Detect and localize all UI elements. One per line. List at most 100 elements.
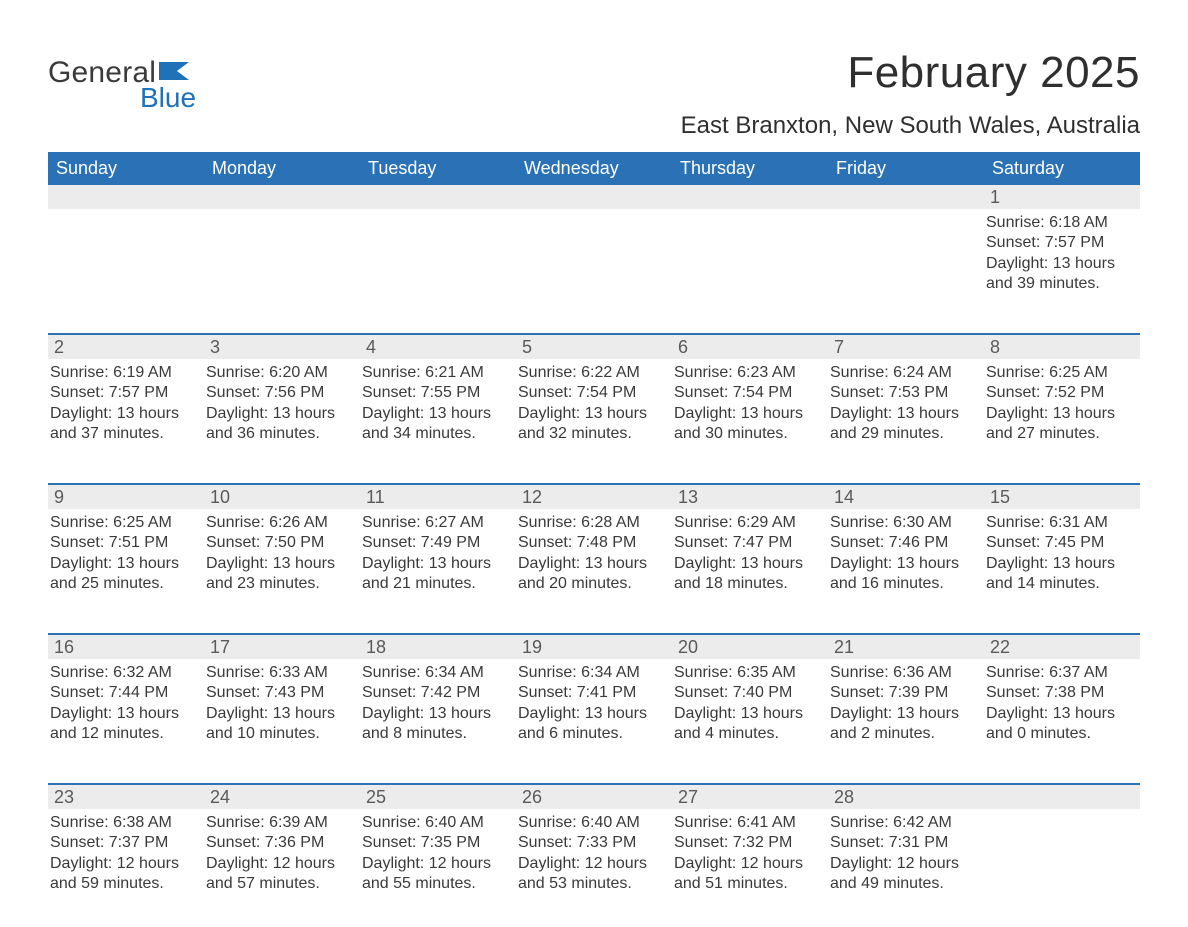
- sunrise-line: Sunrise: 6:19 AM: [50, 363, 194, 383]
- sunrise-line: Sunrise: 6:34 AM: [518, 663, 662, 683]
- sunrise-line: Sunrise: 6:24 AM: [830, 363, 974, 383]
- day-info: Sunrise: 6:25 AMSunset: 7:51 PMDaylight:…: [48, 509, 200, 595]
- calendar: SundayMondayTuesdayWednesdayThursdayFrid…: [48, 152, 1140, 927]
- daylight-line-1: Daylight: 12 hours: [674, 854, 818, 874]
- sunset-line: Sunset: 7:48 PM: [518, 533, 662, 553]
- daylight-line-2: and 59 minutes.: [50, 874, 194, 894]
- sunset-line: Sunset: 7:54 PM: [674, 383, 818, 403]
- day-number: 2: [48, 337, 204, 358]
- daylight-line-2: and 34 minutes.: [362, 424, 506, 444]
- day-number: 22: [984, 637, 1140, 658]
- day-number: 14: [828, 487, 984, 508]
- daylight-line-1: Daylight: 13 hours: [830, 554, 974, 574]
- daylight-line-2: and 27 minutes.: [986, 424, 1130, 444]
- sunset-line: Sunset: 7:44 PM: [50, 683, 194, 703]
- sunset-line: Sunset: 7:46 PM: [830, 533, 974, 553]
- day-number: 23: [48, 787, 204, 808]
- day-number: 21: [828, 637, 984, 658]
- day-number: 7: [828, 337, 984, 358]
- day-number: 13: [672, 487, 828, 508]
- sunset-line: Sunset: 7:55 PM: [362, 383, 506, 403]
- calendar-cell: Sunrise: 6:38 AMSunset: 7:37 PMDaylight:…: [48, 809, 204, 927]
- daylight-line-1: Daylight: 13 hours: [830, 404, 974, 424]
- sunset-line: Sunset: 7:57 PM: [986, 233, 1130, 253]
- weeks-container: 1Sunrise: 6:18 AMSunset: 7:57 PMDaylight…: [48, 185, 1140, 927]
- daylight-line-2: and 20 minutes.: [518, 574, 662, 594]
- sunrise-line: Sunrise: 6:26 AM: [206, 513, 350, 533]
- day-info: Sunrise: 6:36 AMSunset: 7:39 PMDaylight:…: [828, 659, 980, 745]
- calendar-cell: [516, 209, 672, 327]
- calendar-cell: Sunrise: 6:28 AMSunset: 7:48 PMDaylight:…: [516, 509, 672, 627]
- daylight-line-1: Daylight: 13 hours: [206, 404, 350, 424]
- daylight-line-2: and 10 minutes.: [206, 724, 350, 744]
- calendar-cell: [204, 209, 360, 327]
- day-info: Sunrise: 6:23 AMSunset: 7:54 PMDaylight:…: [672, 359, 824, 445]
- daylight-line-1: Daylight: 13 hours: [206, 554, 350, 574]
- daylight-line-1: Daylight: 13 hours: [518, 704, 662, 724]
- sunrise-line: Sunrise: 6:25 AM: [50, 513, 194, 533]
- sunrise-line: Sunrise: 6:36 AM: [830, 663, 974, 683]
- sunset-line: Sunset: 7:31 PM: [830, 833, 974, 853]
- day-info: Sunrise: 6:18 AMSunset: 7:57 PMDaylight:…: [984, 209, 1136, 295]
- sunrise-line: Sunrise: 6:32 AM: [50, 663, 194, 683]
- sunrise-line: Sunrise: 6:29 AM: [674, 513, 818, 533]
- day-info: Sunrise: 6:19 AMSunset: 7:57 PMDaylight:…: [48, 359, 200, 445]
- logo-word-blue: Blue: [140, 82, 196, 114]
- calendar-cell: Sunrise: 6:41 AMSunset: 7:32 PMDaylight:…: [672, 809, 828, 927]
- sunrise-line: Sunrise: 6:39 AM: [206, 813, 350, 833]
- day-number: 18: [360, 637, 516, 658]
- daylight-line-2: and 14 minutes.: [986, 574, 1130, 594]
- sunset-line: Sunset: 7:52 PM: [986, 383, 1130, 403]
- day-number: 16: [48, 637, 204, 658]
- day-number-bar: 9101112131415: [48, 485, 1140, 509]
- daylight-line-1: Daylight: 13 hours: [362, 704, 506, 724]
- day-number-bar: 2345678: [48, 335, 1140, 359]
- calendar-cell: Sunrise: 6:20 AMSunset: 7:56 PMDaylight:…: [204, 359, 360, 477]
- sunset-line: Sunset: 7:56 PM: [206, 383, 350, 403]
- sunset-line: Sunset: 7:54 PM: [518, 383, 662, 403]
- day-header-row: SundayMondayTuesdayWednesdayThursdayFrid…: [48, 152, 1140, 185]
- sunrise-line: Sunrise: 6:40 AM: [362, 813, 506, 833]
- calendar-cell: Sunrise: 6:40 AMSunset: 7:33 PMDaylight:…: [516, 809, 672, 927]
- sunset-line: Sunset: 7:49 PM: [362, 533, 506, 553]
- daylight-line-2: and 23 minutes.: [206, 574, 350, 594]
- day-number: 1: [984, 187, 1140, 208]
- sunset-line: Sunset: 7:50 PM: [206, 533, 350, 553]
- calendar-cell: [828, 209, 984, 327]
- daylight-line-2: and 8 minutes.: [362, 724, 506, 744]
- day-number: 24: [204, 787, 360, 808]
- sunset-line: Sunset: 7:36 PM: [206, 833, 350, 853]
- daylight-line-1: Daylight: 12 hours: [50, 854, 194, 874]
- daylight-line-1: Daylight: 13 hours: [50, 704, 194, 724]
- sunset-line: Sunset: 7:45 PM: [986, 533, 1130, 553]
- calendar-cell: Sunrise: 6:30 AMSunset: 7:46 PMDaylight:…: [828, 509, 984, 627]
- day-info: Sunrise: 6:42 AMSunset: 7:31 PMDaylight:…: [828, 809, 980, 895]
- sunrise-line: Sunrise: 6:22 AM: [518, 363, 662, 383]
- day-info: Sunrise: 6:32 AMSunset: 7:44 PMDaylight:…: [48, 659, 200, 745]
- day-number: 8: [984, 337, 1140, 358]
- sunrise-line: Sunrise: 6:30 AM: [830, 513, 974, 533]
- calendar-cell: Sunrise: 6:42 AMSunset: 7:31 PMDaylight:…: [828, 809, 984, 927]
- daylight-line-2: and 4 minutes.: [674, 724, 818, 744]
- day-info: Sunrise: 6:26 AMSunset: 7:50 PMDaylight:…: [204, 509, 356, 595]
- day-info: Sunrise: 6:41 AMSunset: 7:32 PMDaylight:…: [672, 809, 824, 895]
- sunrise-line: Sunrise: 6:28 AM: [518, 513, 662, 533]
- sunrise-line: Sunrise: 6:27 AM: [362, 513, 506, 533]
- day-number-bar: 16171819202122: [48, 635, 1140, 659]
- calendar-cell: Sunrise: 6:39 AMSunset: 7:36 PMDaylight:…: [204, 809, 360, 927]
- sunrise-line: Sunrise: 6:38 AM: [50, 813, 194, 833]
- sunset-line: Sunset: 7:51 PM: [50, 533, 194, 553]
- daylight-line-1: Daylight: 13 hours: [518, 554, 662, 574]
- daylight-line-2: and 0 minutes.: [986, 724, 1130, 744]
- sunrise-line: Sunrise: 6:31 AM: [986, 513, 1130, 533]
- daylight-line-1: Daylight: 13 hours: [986, 554, 1130, 574]
- daylight-line-1: Daylight: 13 hours: [518, 404, 662, 424]
- day-info: Sunrise: 6:22 AMSunset: 7:54 PMDaylight:…: [516, 359, 668, 445]
- day-header: Friday: [828, 152, 984, 185]
- daylight-line-2: and 51 minutes.: [674, 874, 818, 894]
- day-number: 10: [204, 487, 360, 508]
- calendar-cell: Sunrise: 6:32 AMSunset: 7:44 PMDaylight:…: [48, 659, 204, 777]
- daylight-line-2: and 39 minutes.: [986, 274, 1130, 294]
- daylight-line-2: and 37 minutes.: [50, 424, 194, 444]
- calendar-cell: Sunrise: 6:26 AMSunset: 7:50 PMDaylight:…: [204, 509, 360, 627]
